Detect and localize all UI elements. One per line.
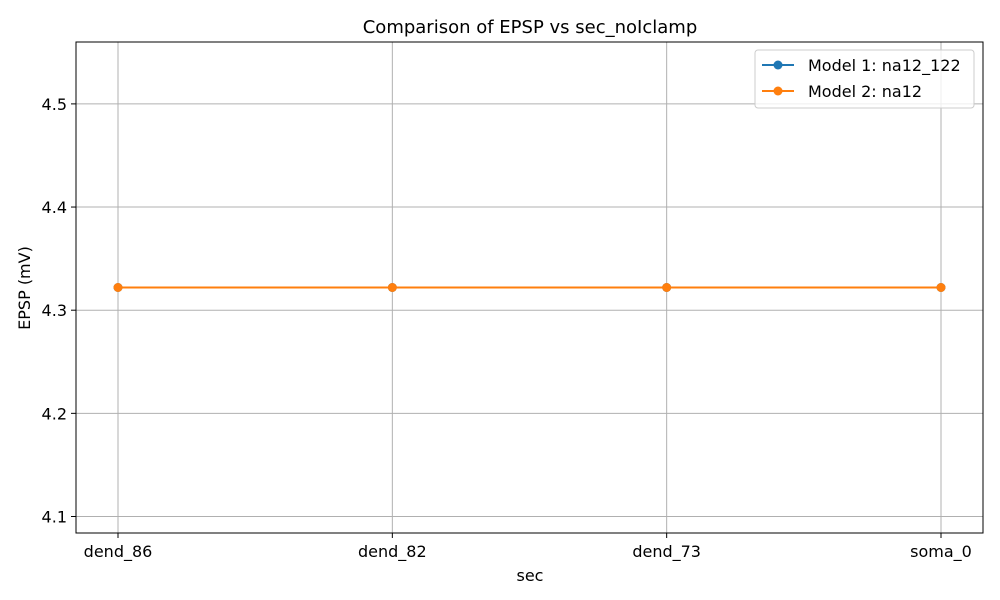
plot-area-frame bbox=[75, 41, 984, 534]
legend-marker bbox=[773, 86, 783, 96]
data-point bbox=[662, 283, 672, 292]
legend-box bbox=[754, 49, 975, 109]
y-axis-label: EPSP (mV) bbox=[15, 246, 34, 330]
legend: Model 1: na12_122 Model 2: na12 bbox=[754, 49, 975, 109]
x-tick-label: dend_86 bbox=[84, 542, 153, 562]
series-2 bbox=[113, 283, 946, 292]
y-tick-label: 4.5 bbox=[42, 95, 67, 114]
series-layer bbox=[113, 283, 946, 292]
x-tick-label: soma_0 bbox=[910, 542, 972, 562]
x-tick-label: dend_73 bbox=[632, 542, 701, 562]
chart-title: Comparison of EPSP vs sec_noIclamp bbox=[363, 17, 698, 38]
y-tick-label: 4.4 bbox=[42, 198, 67, 217]
y-tick-label: 4.2 bbox=[42, 404, 67, 423]
y-tick-label: 4.3 bbox=[42, 301, 67, 320]
x-tick-label: dend_82 bbox=[358, 542, 427, 562]
data-point bbox=[387, 283, 397, 292]
legend-label: Model 2: na12 bbox=[808, 82, 922, 101]
x-axis-ticks: dend_86 dend_82 dend_73 soma_0 bbox=[84, 533, 972, 562]
data-point bbox=[113, 283, 123, 292]
data-point bbox=[936, 283, 946, 292]
legend-item: Model 2: na12 bbox=[762, 82, 922, 101]
legend-marker bbox=[773, 60, 783, 70]
y-tick-label: 4.1 bbox=[42, 507, 67, 526]
legend-label: Model 1: na12_122 bbox=[808, 56, 961, 76]
legend-item: Model 1: na12_122 bbox=[762, 56, 961, 76]
y-axis-ticks: 4.1 4.2 4.3 4.4 4.5 bbox=[42, 95, 76, 526]
x-axis-label: sec bbox=[517, 566, 544, 585]
